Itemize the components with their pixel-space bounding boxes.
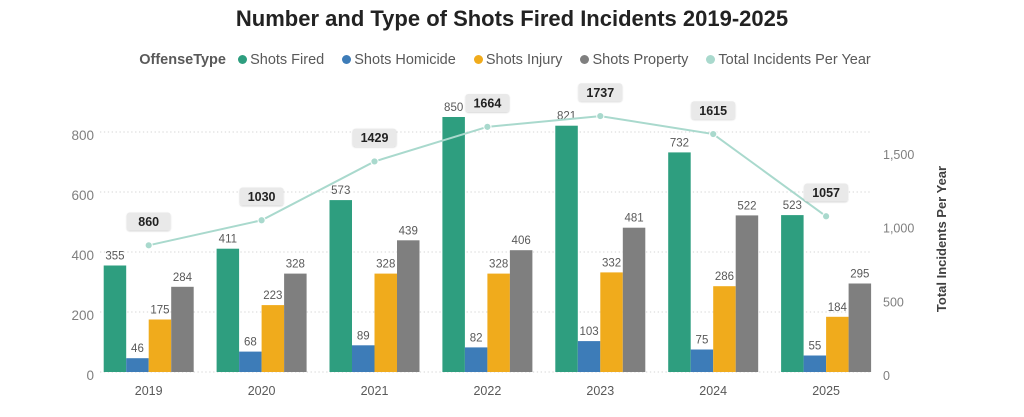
- svg-text:573: 573: [331, 185, 350, 197]
- svg-text:200: 200: [71, 308, 94, 323]
- svg-text:2024: 2024: [699, 384, 727, 398]
- svg-text:Total Incidents Per Year: Total Incidents Per Year: [934, 166, 949, 312]
- svg-text:2020: 2020: [248, 384, 276, 398]
- svg-text:0: 0: [86, 368, 94, 383]
- svg-text:103: 103: [579, 326, 598, 338]
- svg-text:850: 850: [444, 102, 463, 114]
- svg-text:732: 732: [670, 137, 689, 149]
- svg-text:600: 600: [71, 188, 94, 203]
- svg-text:2019: 2019: [135, 384, 163, 398]
- svg-text:406: 406: [512, 235, 531, 247]
- svg-text:2023: 2023: [586, 384, 614, 398]
- svg-text:184: 184: [828, 302, 848, 314]
- svg-text:328: 328: [489, 259, 508, 271]
- svg-text:1057: 1057: [812, 186, 840, 200]
- svg-text:1664: 1664: [473, 97, 501, 111]
- svg-text:1615: 1615: [699, 104, 727, 118]
- svg-text:89: 89: [357, 330, 370, 342]
- svg-text:75: 75: [696, 335, 709, 347]
- svg-text:481: 481: [624, 213, 643, 225]
- svg-text:286: 286: [715, 271, 734, 283]
- svg-text:500: 500: [883, 295, 904, 309]
- svg-text:800: 800: [71, 128, 94, 143]
- svg-text:1,000: 1,000: [883, 222, 914, 236]
- svg-text:1737: 1737: [586, 86, 614, 100]
- svg-text:2022: 2022: [473, 384, 501, 398]
- svg-text:860: 860: [138, 215, 159, 229]
- svg-text:411: 411: [219, 234, 237, 246]
- svg-text:523: 523: [783, 200, 802, 212]
- svg-text:0: 0: [883, 369, 890, 383]
- svg-text:284: 284: [173, 272, 193, 284]
- svg-text:400: 400: [71, 248, 94, 263]
- svg-text:68: 68: [244, 337, 257, 349]
- svg-text:328: 328: [376, 259, 395, 271]
- svg-text:1429: 1429: [361, 131, 389, 145]
- svg-text:355: 355: [105, 251, 124, 263]
- svg-text:1030: 1030: [248, 190, 276, 204]
- svg-text:82: 82: [470, 332, 483, 344]
- svg-text:295: 295: [850, 269, 869, 281]
- svg-text:55: 55: [808, 341, 821, 353]
- svg-text:2021: 2021: [361, 384, 389, 398]
- svg-text:1,500: 1,500: [883, 148, 914, 162]
- svg-text:223: 223: [263, 290, 282, 302]
- svg-text:46: 46: [131, 343, 144, 355]
- svg-text:328: 328: [286, 259, 305, 271]
- svg-text:2025: 2025: [812, 384, 840, 398]
- svg-text:175: 175: [150, 305, 169, 317]
- svg-text:439: 439: [399, 225, 418, 237]
- svg-text:522: 522: [737, 200, 756, 212]
- svg-text:332: 332: [602, 257, 621, 269]
